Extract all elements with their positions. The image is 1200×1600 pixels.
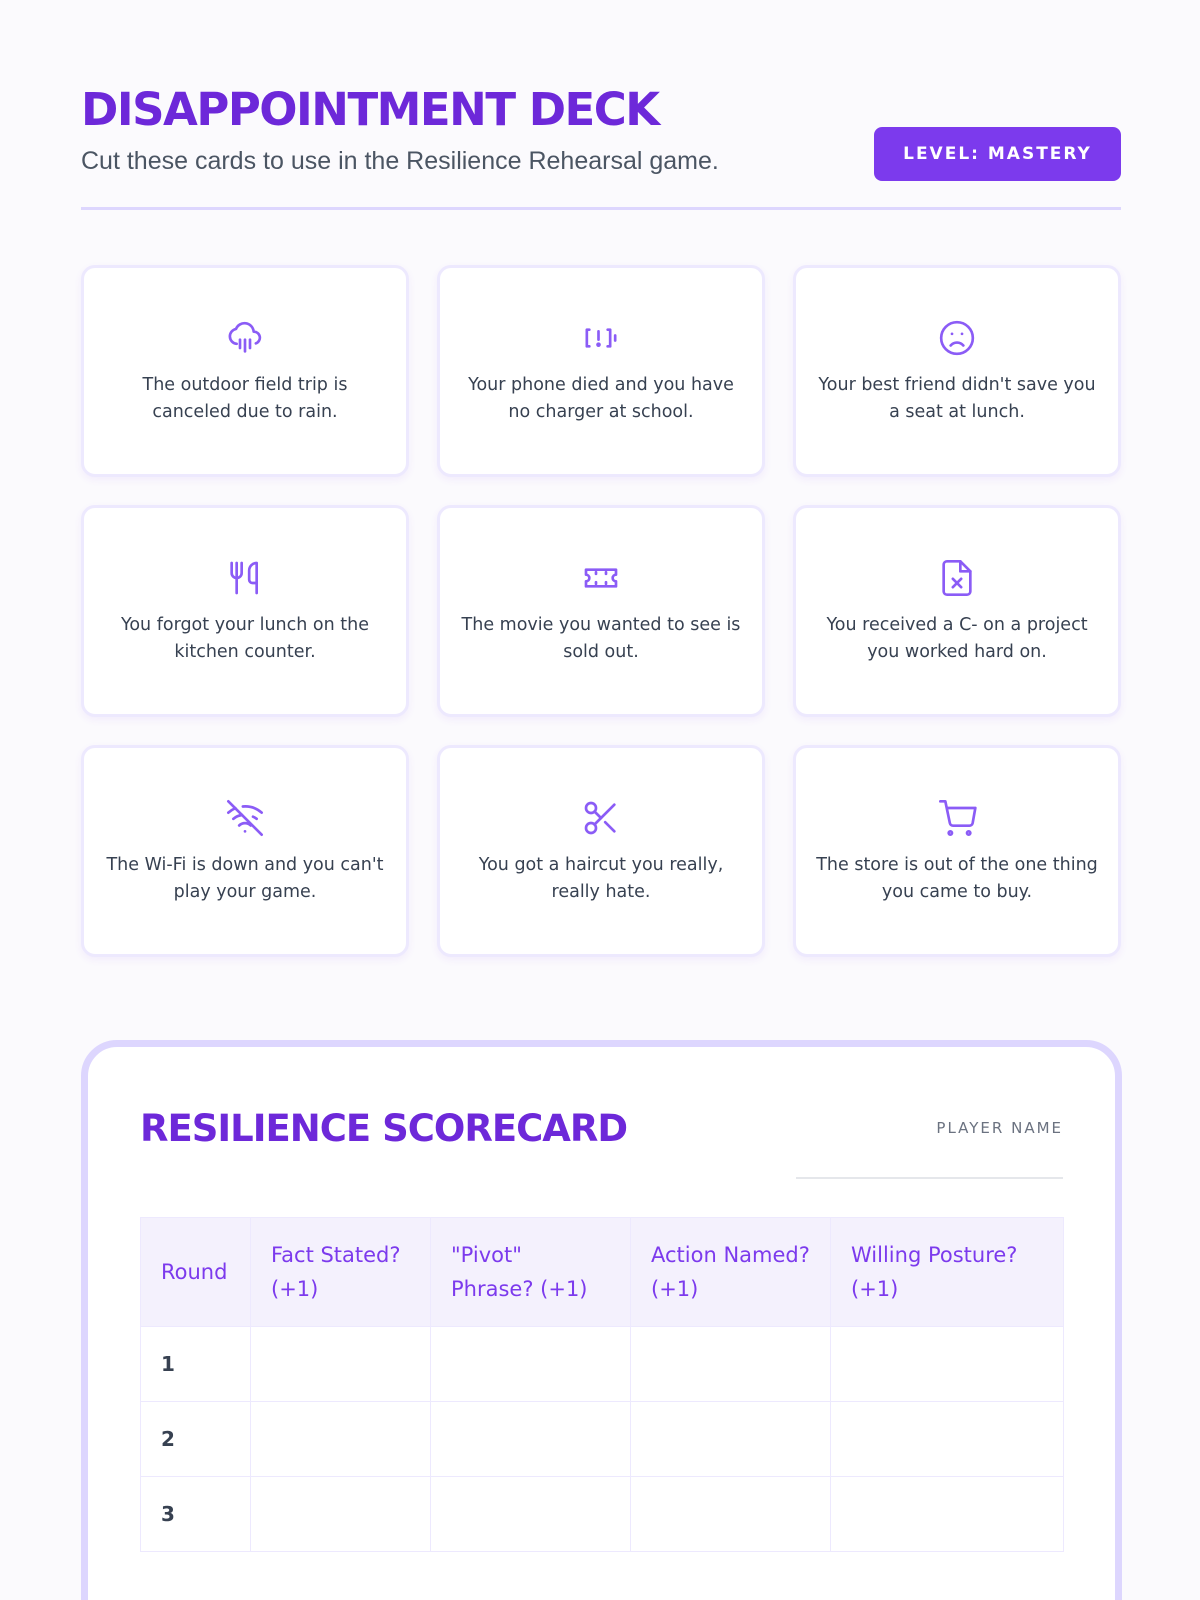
card-text: The outdoor field trip is canceled due t…: [142, 375, 348, 422]
score-cell: [250, 1326, 431, 1402]
player-name-line: [796, 1177, 1063, 1179]
disappointment-card: You got a haircut you really, really hat…: [437, 745, 765, 957]
card-text: The store is out of the one thing you ca…: [816, 855, 1098, 902]
scorecard-title: RESILIENCE SCORECARD: [140, 1107, 628, 1150]
card-text: Your phone died and you have no charger …: [468, 375, 734, 422]
disappointment-card: The movie you wanted to see is sold out.: [437, 505, 765, 717]
score-cell: [430, 1476, 631, 1552]
score-cell: [830, 1476, 1064, 1552]
score-cell: [630, 1476, 831, 1552]
card-text: You received a C- on a project you worke…: [826, 615, 1088, 662]
disappointment-card: Your phone died and you have no charger …: [437, 265, 765, 477]
card-grid: The outdoor field trip is canceled due t…: [81, 265, 1121, 957]
round-number: 2: [140, 1401, 251, 1477]
score-cell: [250, 1401, 431, 1477]
disappointment-card: You received a C- on a project you worke…: [793, 505, 1121, 717]
ticket-icon: [581, 558, 621, 598]
scorecard: RESILIENCE SCORECARD PLAYER NAME Round F…: [81, 1040, 1122, 1600]
column-header-action-named: Action Named? (+1): [630, 1217, 831, 1327]
card-text: The Wi-Fi is down and you can't play you…: [106, 855, 384, 902]
page-subtitle: Cut these cards to use in the Resilience…: [81, 147, 719, 175]
table-row: 3: [140, 1476, 1064, 1552]
shopping-cart-icon: [937, 798, 977, 838]
page-header: DISAPPOINTMENT DECK Cut these cards to u…: [81, 84, 1121, 210]
cloud-rain-icon: [225, 318, 265, 358]
disappointment-card: The outdoor field trip is canceled due t…: [81, 265, 409, 477]
player-name-label: PLAYER NAME: [936, 1119, 1063, 1137]
card-text: Your best friend didn't save you a seat …: [818, 375, 1096, 422]
column-header-round: Round: [140, 1217, 251, 1327]
column-header-pivot-phrase: "Pivot" Phrase? (+1): [430, 1217, 631, 1327]
disappointment-card: The store is out of the one thing you ca…: [793, 745, 1121, 957]
disappointment-card: Your best friend didn't save you a seat …: [793, 265, 1121, 477]
table-row: 2: [140, 1401, 1064, 1477]
score-cell: [430, 1401, 631, 1477]
table-header-row: Round Fact Stated? (+1) "Pivot" Phrase? …: [140, 1217, 1064, 1327]
score-cell: [630, 1401, 831, 1477]
score-cell: [830, 1401, 1064, 1477]
round-number: 3: [140, 1476, 251, 1552]
battery-alert-icon: [581, 318, 621, 358]
score-cell: [630, 1326, 831, 1402]
sad-face-icon: [937, 318, 977, 358]
page-title: DISAPPOINTMENT DECK: [81, 83, 660, 136]
level-badge: LEVEL: MASTERY: [874, 127, 1121, 181]
scissors-icon: [581, 798, 621, 838]
round-number: 1: [140, 1326, 251, 1402]
card-text: The movie you wanted to see is sold out.: [461, 615, 741, 662]
score-cell: [250, 1476, 431, 1552]
disappointment-card: You forgot your lunch on the kitchen cou…: [81, 505, 409, 717]
wifi-off-icon: [225, 798, 265, 838]
card-text: You forgot your lunch on the kitchen cou…: [120, 615, 370, 662]
scorecard-table: Round Fact Stated? (+1) "Pivot" Phrase? …: [140, 1217, 1064, 1552]
card-text: You got a haircut you really, really hat…: [478, 855, 724, 902]
disappointment-card: The Wi-Fi is down and you can't play you…: [81, 745, 409, 957]
score-cell: [430, 1326, 631, 1402]
table-row: 1: [140, 1326, 1064, 1402]
file-x-icon: [937, 558, 977, 598]
column-header-willing-posture: Willing Posture? (+1): [830, 1217, 1064, 1327]
score-cell: [830, 1326, 1064, 1402]
column-header-fact-stated: Fact Stated? (+1): [250, 1217, 431, 1327]
utensils-icon: [225, 558, 265, 598]
